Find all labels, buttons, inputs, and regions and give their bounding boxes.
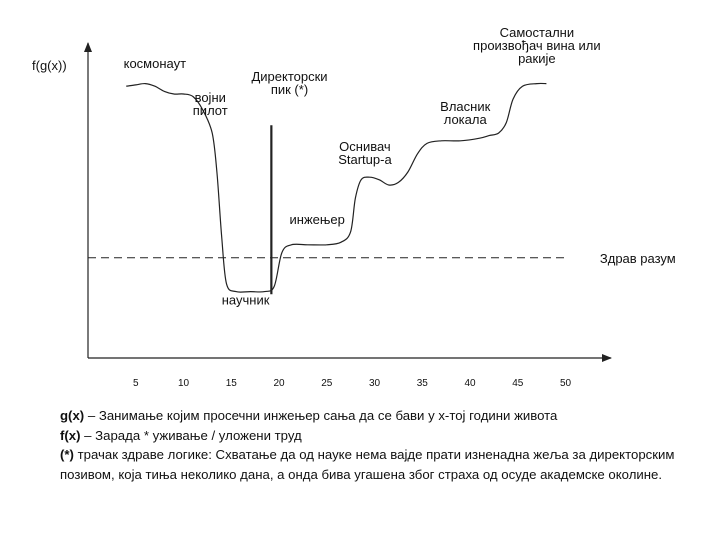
x-tick-label: 45: [512, 378, 524, 389]
career-curve: [126, 82, 547, 293]
annotation-label: инжењер: [290, 212, 345, 227]
x-tick-label: 40: [464, 378, 476, 389]
annotation-label: ракије: [518, 51, 556, 66]
x-tick-label: 30: [369, 378, 381, 389]
x-tick-label: 50: [560, 378, 572, 389]
annotation-label: војни: [195, 90, 226, 105]
annotation-label: Оснивач: [339, 139, 391, 154]
x-tick-label: 35: [417, 378, 429, 389]
legend-notes: g(x) – Занимање којим просечни инжењер с…: [60, 406, 700, 484]
annotation-label: Власник: [440, 99, 490, 114]
annotation-label: пилот: [193, 103, 228, 118]
note-footnote-text: трачак здраве логике: Схватање да од нау…: [60, 447, 675, 482]
x-tick-label: 15: [226, 378, 238, 389]
annotation-label: Директорски: [251, 69, 327, 84]
note-gx-label: g(x): [60, 408, 85, 423]
x-tick-label: 20: [273, 378, 285, 389]
x-tick-label: 5: [133, 378, 139, 389]
annotation-label: произвођач вина или: [473, 38, 601, 53]
annotation-label: Самостални: [500, 25, 575, 40]
x-tick-label: 25: [321, 378, 333, 389]
x-tick-label: 10: [178, 378, 190, 389]
note-fx: f(x) – Зарада * уживање / уложени труд: [60, 426, 700, 446]
y-axis-label: f(g(x)): [32, 58, 67, 73]
note-footnote: (*) трачак здраве логике: Схватање да од…: [60, 445, 700, 484]
common-sense-label: Здрав разум: [600, 251, 676, 266]
annotation-label: локала: [444, 112, 488, 127]
annotation-label: космонаут: [124, 56, 186, 71]
annotation-label: научник: [222, 293, 270, 308]
note-footnote-label: (*): [60, 447, 74, 462]
note-fx-label: f(x): [60, 427, 81, 443]
note-fx-text: – Зарада * уживање / уложени труд: [80, 427, 302, 443]
chart-marks: Здрав разум: [88, 82, 676, 295]
note-gx-text: – Занимање којим просечни инжењер сања д…: [84, 408, 558, 423]
note-gx: g(x) – Занимање којим просечни инжењер с…: [60, 406, 700, 426]
annotation-label: Startup-a: [338, 152, 392, 167]
annotation-label: пик (*): [271, 82, 308, 97]
x-tick-labels: 5 10 15 20 25 30 35 40 45 50: [133, 378, 572, 389]
chart: f(g(x)) 5 10 15 20 25 30 35 40 45 50 Здрав разум …: [32, 25, 676, 389]
